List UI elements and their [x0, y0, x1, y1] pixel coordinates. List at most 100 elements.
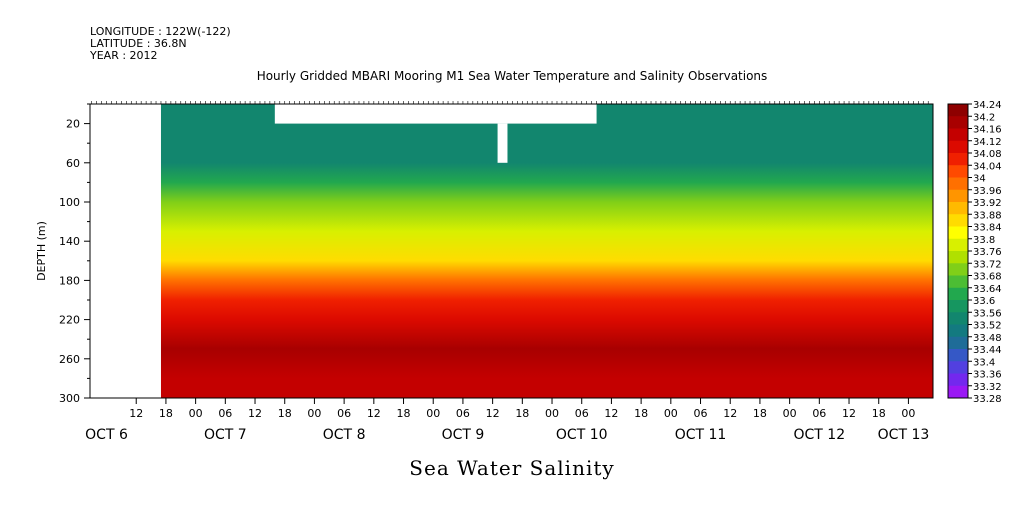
colorbar-swatch: [948, 238, 968, 252]
x-tick-label: 06: [456, 407, 470, 420]
colorbar-label: 33.56: [973, 308, 1002, 319]
date-label: OCT 7: [204, 427, 247, 443]
x-tick-label: 00: [426, 407, 440, 420]
x-tick-label: 18: [872, 407, 886, 420]
colorbar-label: 34.24: [973, 100, 1002, 111]
colorbar-swatch: [948, 104, 968, 117]
x-tick-label: 12: [367, 407, 381, 420]
colorbar-label: 33.6: [973, 296, 995, 307]
x-tick-label: 00: [189, 407, 203, 420]
x-tick-label: 18: [634, 407, 648, 420]
colorbar-label: 34.04: [973, 161, 1002, 172]
x-tick-label: 12: [842, 407, 856, 420]
colorbar-label: 33.52: [973, 321, 1002, 332]
missing-data-region: [274, 104, 597, 124]
date-label: OCT 6: [85, 427, 128, 443]
y-axis-label: DEPTH (m): [35, 221, 48, 281]
colorbar-label: 33.92: [973, 198, 1002, 209]
x-tick-label: 12: [723, 407, 737, 420]
x-tick-label: 18: [278, 407, 292, 420]
colorbar-swatch: [948, 251, 968, 264]
x-tick-label: 18: [159, 407, 173, 420]
x-tick-label: 06: [812, 407, 826, 420]
colorbar-swatch: [948, 275, 968, 289]
colorbar-swatch: [948, 226, 968, 240]
x-tick-label: 06: [218, 407, 232, 420]
colorbar-label: 33.28: [973, 394, 1002, 405]
x-tick-label: 18: [397, 407, 411, 420]
colorbar-label: 34.16: [973, 125, 1002, 136]
colorbar-swatch: [948, 177, 968, 191]
colorbar-swatch: [948, 312, 968, 325]
colorbar-swatch: [948, 202, 968, 215]
colorbar-swatch: [948, 116, 968, 129]
y-tick-label: 180: [59, 274, 80, 287]
date-label: OCT 12: [794, 427, 846, 443]
x-tick-label: 06: [575, 407, 589, 420]
colorbar-swatch: [948, 385, 968, 399]
plot-area: [90, 104, 933, 398]
date-label: OCT 9: [442, 427, 485, 443]
date-label: OCT 11: [675, 427, 727, 443]
x-tick-label: 00: [307, 407, 321, 420]
date-label: OCT 10: [556, 427, 608, 443]
colorbar-swatch: [948, 349, 968, 362]
colorbar-label: 33.48: [973, 333, 1002, 344]
colorbar-swatch: [948, 214, 968, 227]
colorbar-swatch: [948, 300, 968, 313]
colorbar-label: 33.36: [973, 370, 1002, 381]
plot-frame: [89, 103, 934, 399]
x-tick-label: 06: [337, 407, 351, 420]
y-tick-label: 100: [59, 196, 80, 209]
x-tick-label: 12: [604, 407, 618, 420]
colorbar-label: 33.88: [973, 210, 1002, 221]
colorbar-label: 33.72: [973, 259, 1002, 270]
x-tick-label: 12: [129, 407, 143, 420]
longitude-label: LONGITUDE : 122W(-122): [90, 25, 231, 38]
missing-data-region: [497, 123, 508, 163]
x-tick-label: 06: [694, 407, 708, 420]
x-tick-label: 12: [248, 407, 262, 420]
chart-title: Hourly Gridded MBARI Mooring M1 Sea Wate…: [257, 69, 768, 83]
x-tick-label: 00: [783, 407, 797, 420]
colorbar-swatch: [948, 189, 968, 203]
colorbar-swatch: [948, 153, 968, 166]
colorbar-swatch: [948, 336, 968, 350]
colorbar-swatch: [948, 165, 968, 178]
y-tick-label: 300: [59, 392, 80, 405]
y-tick-label: 260: [59, 353, 80, 366]
date-label: OCT 8: [323, 427, 366, 443]
date-label: OCT 13: [878, 427, 930, 443]
colorbar-swatch: [948, 373, 968, 387]
y-tick-label: 20: [66, 118, 80, 131]
salinity-field: [160, 104, 933, 398]
colorbar-swatch: [948, 263, 968, 276]
x-tick-label: 00: [664, 407, 678, 420]
colorbar-label: 33.68: [973, 272, 1002, 283]
latitude-label: LATITUDE : 36.8N: [90, 37, 187, 50]
colorbar-swatch: [948, 128, 968, 142]
variable-label: Sea Water Salinity: [409, 456, 614, 480]
colorbar-label: 34.2: [973, 112, 995, 123]
colorbar-swatch: [948, 287, 968, 301]
x-tick-label: 12: [486, 407, 500, 420]
colorbar-label: 33.84: [973, 223, 1002, 234]
y-tick-label: 140: [59, 235, 80, 248]
x-tick-label: 00: [901, 407, 915, 420]
y-tick-label: 220: [59, 314, 80, 327]
x-tick-label: 18: [753, 407, 767, 420]
axes: 20 60 100 140 180 220 260 300 12 18 00 06 12 18 00 06 12…: [59, 101, 934, 443]
year-label: YEAR : 2012: [89, 49, 158, 62]
colorbar-label: 33.8: [973, 235, 995, 246]
x-tick-label: 00: [545, 407, 559, 420]
colorbar-label: 34.08: [973, 149, 1002, 160]
colorbar-label: 34.12: [973, 137, 1002, 148]
colorbar-label: 33.64: [973, 284, 1002, 295]
colorbar-label: 33.76: [973, 247, 1002, 258]
colorbar-label: 33.32: [973, 382, 1002, 393]
y-tick-label: 60: [66, 157, 80, 170]
colorbar-swatch: [948, 361, 968, 374]
